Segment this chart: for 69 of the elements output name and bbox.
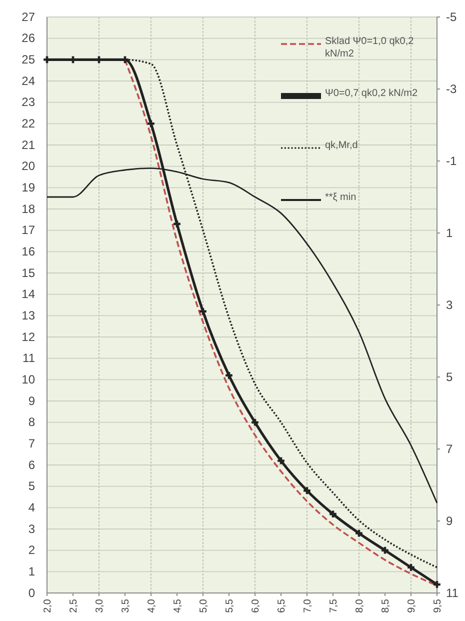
point xyxy=(278,457,284,464)
x-tick-label: 6,0 xyxy=(250,598,262,613)
point xyxy=(226,372,232,379)
y-tick-label: 13 xyxy=(22,308,36,323)
point xyxy=(434,581,440,588)
x-tick-label: 3,5 xyxy=(120,598,132,613)
y-tick-label: 24 xyxy=(22,74,36,88)
y-tick-label: 5 xyxy=(28,479,36,494)
y-tick-label: 21 xyxy=(22,138,36,152)
y-tick-label: 23 xyxy=(22,95,36,110)
x-tick-label: 2,5 xyxy=(68,598,80,613)
y-tick-label: 10 xyxy=(22,372,36,387)
x-tick-label: 9,5 xyxy=(432,598,444,613)
point xyxy=(174,220,180,228)
point xyxy=(304,487,310,494)
x-tick-label: 8,0 xyxy=(354,598,366,613)
y-tick-label: 18 xyxy=(22,202,36,216)
x-tick-label: 9,0 xyxy=(406,598,418,613)
y2-tick-label: 9 xyxy=(446,514,453,528)
y-tick-label: 8 xyxy=(28,415,36,430)
y2-tick-label: 5 xyxy=(446,370,453,384)
y2-tick-label: 7 xyxy=(446,442,453,456)
y-tick-label: 0 xyxy=(28,586,36,600)
y-tick-label: 14 xyxy=(22,287,36,302)
y2-tick-label: 3 xyxy=(446,298,453,312)
y2-tick-label: 11 xyxy=(446,586,459,600)
y-tick-label: 11 xyxy=(22,351,36,366)
y-tick-label: 20 xyxy=(22,159,36,174)
x-tick-label: 2,0 xyxy=(42,598,54,613)
y-tick-label: 7 xyxy=(28,436,36,451)
y2-tick-label: -3 xyxy=(446,82,457,96)
y-tick-label: 9 xyxy=(28,394,36,408)
y-tick-label: 25 xyxy=(22,52,36,67)
y2-tick-label: 1 xyxy=(446,226,453,240)
point xyxy=(382,546,388,554)
y-tick-label: 16 xyxy=(22,244,36,259)
x-tick-label: 3,0 xyxy=(94,598,106,613)
point xyxy=(330,510,336,518)
legend-label: Sklad Ψ0=1,0 qk0,2 kN/m2 xyxy=(325,36,414,60)
y-tick-label: 3 xyxy=(28,522,36,536)
y-tick-label: 19 xyxy=(22,180,36,195)
legend-label: **ξ min xyxy=(325,192,356,203)
y-tick-label: 4 xyxy=(28,500,36,515)
x-tick-label: 7,5 xyxy=(328,598,340,613)
x-tick-label: 6,5 xyxy=(276,598,288,613)
x-tick-label: 5,0 xyxy=(198,598,210,613)
y-tick-label: 22 xyxy=(22,116,36,131)
y-tick-label: 27 xyxy=(22,10,36,24)
y-tick-label: 6 xyxy=(28,458,36,472)
point xyxy=(408,564,414,571)
point xyxy=(200,308,206,315)
legend-label: Ψ0=0,7 qk0,2 kN/m2 xyxy=(325,88,418,99)
x-tick-label: 5,5 xyxy=(224,598,236,613)
x-tick-label: 4,0 xyxy=(146,598,158,613)
y2-tick-label: -1 xyxy=(446,154,457,168)
x-tick-label: 4,5 xyxy=(172,598,184,613)
point xyxy=(252,418,258,426)
x-tick-label: 7,0 xyxy=(302,598,314,613)
x-tick-label: 8,5 xyxy=(380,598,392,613)
y-tick-label: 1 xyxy=(28,564,36,579)
y-tick-label: 12 xyxy=(22,330,36,344)
y-tick-label: 15 xyxy=(22,266,36,280)
y2-tick-label: -5 xyxy=(446,10,457,24)
y-tick-label: 17 xyxy=(22,223,36,238)
y-tick-label: 26 xyxy=(22,31,36,46)
legend-label: qk,Mr,d xyxy=(325,140,358,151)
point xyxy=(356,530,362,537)
point xyxy=(148,120,154,128)
y-tick-label: 2 xyxy=(28,543,36,558)
